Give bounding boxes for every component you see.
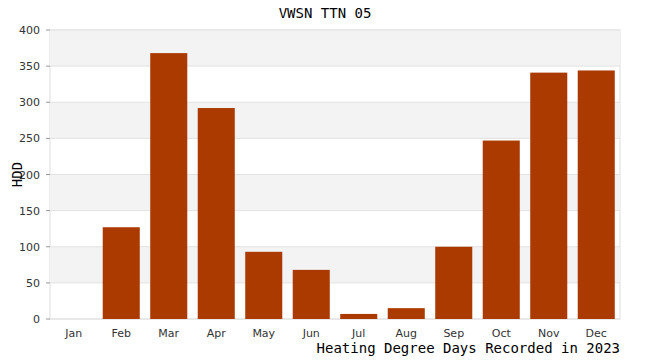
y-axis-label: HDD [9, 162, 25, 187]
grid-band [50, 30, 620, 66]
title: VWSN TTN 05 [279, 5, 372, 21]
y-tick [46, 30, 50, 31]
bar [293, 270, 330, 319]
bar [388, 308, 425, 319]
y-tick-label: 100 [19, 241, 40, 254]
bar [103, 227, 140, 319]
bar [483, 141, 520, 319]
y-tick [46, 66, 50, 67]
bar [150, 53, 187, 319]
x-tick-label: Mar [158, 327, 179, 340]
y-tick [46, 282, 50, 283]
bar [578, 70, 615, 319]
x-tick-label: Apr [207, 327, 227, 340]
y-tick-label: 250 [19, 132, 40, 145]
x-tick-label: Jul [351, 327, 365, 340]
bar [55, 319, 92, 320]
y-tick [46, 246, 50, 247]
x-axis-label: Heating Degree Days Recorded in 2023 [317, 340, 620, 356]
x-tick-label: Aug [396, 327, 417, 340]
grid-line [50, 30, 620, 31]
x-tick-label: Jan [64, 327, 82, 340]
x-tick-label: Jun [302, 327, 320, 340]
x-tick-label: Feb [112, 327, 131, 340]
y-tick-label: 300 [19, 96, 40, 109]
y-tick [46, 210, 50, 211]
x-tick-label: Nov [538, 327, 560, 340]
bar [198, 108, 235, 319]
x-tick-label: Sep [443, 327, 464, 340]
y-tick-label: 400 [19, 24, 40, 37]
x-tick-label: May [252, 327, 275, 340]
y-tick-label: 150 [19, 205, 40, 218]
bar [245, 252, 282, 319]
bars [103, 53, 615, 319]
y-tick [46, 174, 50, 175]
x-tick-label: Dec [586, 327, 607, 340]
y-tick-label: 350 [19, 60, 40, 73]
y-tick-label: 0 [33, 313, 40, 326]
x-tick-label: Oct [492, 327, 512, 340]
bar [340, 314, 377, 319]
chart-svg: 050100150200250300350400JanFebMarAprMayJ… [0, 0, 650, 360]
y-tick [46, 102, 50, 103]
plot-area [50, 30, 620, 319]
bar [435, 247, 472, 319]
y-tick [46, 138, 50, 139]
y-tick-label: 50 [26, 277, 40, 290]
chart-container: 050100150200250300350400JanFebMarAprMayJ… [0, 0, 650, 360]
bar [530, 73, 567, 319]
y-tick [46, 319, 50, 320]
grid-line [50, 66, 620, 67]
